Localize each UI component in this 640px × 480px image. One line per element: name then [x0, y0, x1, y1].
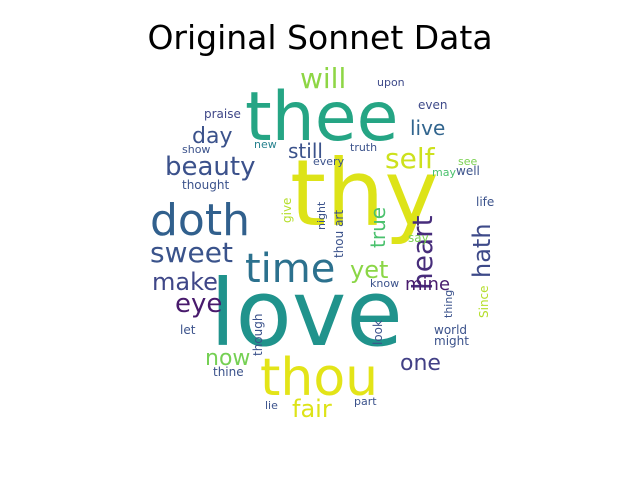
word-true: true: [366, 207, 390, 248]
word-hath: hath: [468, 223, 496, 278]
word-since: Since: [477, 285, 491, 318]
word-thought: thought: [182, 178, 229, 192]
word-look: look: [371, 320, 385, 345]
word-show: show: [182, 143, 210, 156]
word-sweet: sweet: [150, 236, 233, 269]
word-see: see: [458, 155, 477, 168]
word-world: world: [434, 323, 467, 337]
word-thou-art: thou art: [332, 210, 346, 258]
word-may: may: [432, 166, 456, 179]
word-night: night: [315, 201, 328, 230]
word-day: day: [192, 124, 232, 149]
word-thine: thine: [213, 365, 244, 379]
word-doth: doth: [150, 195, 250, 246]
word-love: love: [210, 260, 403, 367]
word-praise: praise: [204, 107, 241, 121]
word-upon: upon: [377, 76, 405, 89]
word-self: self: [385, 142, 436, 175]
word-make: make: [152, 268, 218, 296]
word-mine: mine: [405, 274, 450, 295]
word-well: well: [456, 164, 480, 178]
word-say: say: [408, 231, 429, 245]
word-now: now: [205, 346, 250, 371]
word-though: though: [251, 314, 265, 356]
word-beauty: beauty: [165, 152, 256, 182]
word-know: know: [370, 277, 399, 290]
word-part: part: [354, 395, 377, 408]
word-life: life: [476, 195, 494, 209]
word-every: every: [313, 155, 345, 168]
word-yet: yet: [350, 256, 388, 284]
word-thing: thing: [442, 290, 455, 318]
word-live: live: [410, 116, 445, 140]
word-even: even: [418, 98, 447, 112]
word-fair: fair: [292, 395, 332, 423]
word-still: still: [288, 139, 323, 163]
figure-title: Original Sonnet Data: [147, 18, 493, 57]
word-time: time: [245, 246, 335, 292]
word-new: new: [254, 138, 277, 151]
word-might: might: [434, 334, 469, 348]
word-thou: thou: [260, 348, 378, 408]
word-one: one: [400, 351, 441, 376]
word-thee: thee: [245, 78, 398, 157]
word-let: let: [180, 323, 196, 337]
word-truth: truth: [350, 141, 377, 154]
word-give: give: [280, 198, 294, 223]
word-will: will: [300, 62, 346, 95]
word-lie: lie: [265, 399, 278, 412]
word-thy: thy: [290, 140, 439, 247]
word-heart: heart: [406, 215, 439, 290]
word-eye: eye: [175, 289, 222, 319]
